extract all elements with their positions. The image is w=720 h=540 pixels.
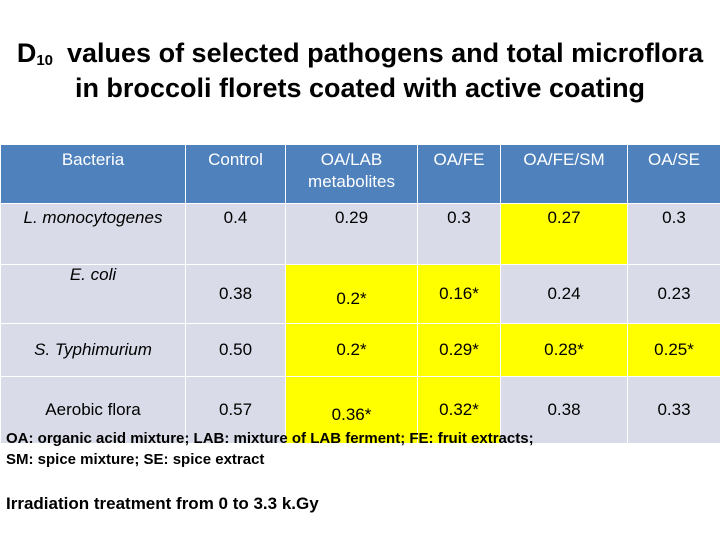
header-control: Control [185,144,286,204]
title-line-1-text: values of selected pathogens and total m… [67,38,704,68]
footnote-line-1: OA: organic acid mixture; LAB: mixture o… [6,430,534,447]
cell-control: 0.50 [185,323,286,377]
cell-bacteria: S. Typhimurium [0,323,186,377]
d10-values-table: Bacteria Control OA/LAB metabolites OA/F… [0,144,720,444]
cell-oa-fe: 0.3 [417,203,501,265]
title-line-2: in broccoli florets coated with active c… [74,73,646,103]
header-oa-fe: OA/FE [417,144,501,204]
slide-title: D10 values of selected pathogens and tota… [0,36,720,106]
cell-oa-fe-sm: 0.27 [500,203,628,265]
cell-oa-fe: 0.16* [417,264,501,324]
cell-bacteria: E. coli [0,264,186,324]
table-row: Aerobic flora 0.57 0.36* 0.32* 0.38 0.33 [0,376,720,444]
table-header-row: Bacteria Control OA/LAB metabolites OA/F… [0,144,720,204]
cell-control: 0.4 [185,203,286,265]
cell-oa-fe-sm: 0.28* [500,323,628,377]
title-line-1: D10 values of selected pathogens and tota… [0,36,720,71]
cell-oa-fe-sm: 0.38 [500,376,628,444]
table-row: S. Typhimurium 0.50 0.2* 0.29* 0.28* 0.2… [0,323,720,377]
table-row: E. coli 0.38 0.2* 0.16* 0.24 0.23 [0,264,720,324]
cell-oa-lab: 0.36* [285,376,418,444]
cell-bacteria: Aerobic flora [0,376,186,444]
footnote-line-2: SM: spice mixture; SE: spice extract [6,451,265,468]
cell-bacteria: L. monocytogenes [0,203,186,265]
header-oa-lab: OA/LAB metabolites [285,144,418,204]
cell-oa-lab: 0.2* [285,264,418,324]
d-letter: D [16,38,37,68]
cell-oa-se: 0.33 [627,376,720,444]
header-oa-se: OA/SE [627,144,720,204]
cell-oa-fe: 0.29* [417,323,501,377]
cell-oa-lab: 0.2* [285,323,418,377]
header-bacteria: Bacteria [0,144,186,204]
table-row: L. monocytogenes 0.4 0.29 0.3 0.27 0.3 [0,203,720,265]
d-subscript: 10 [36,52,54,69]
abbreviations-footnote: OA: organic acid mixture; LAB: mixture o… [6,428,706,470]
cell-oa-lab: 0.29 [285,203,418,265]
irradiation-note: Irradiation treatment from 0 to 3.3 k.Gy [6,494,319,513]
cell-oa-se: 0.23 [627,264,720,324]
cell-oa-se: 0.25* [627,323,720,377]
d10-symbol: D10 [17,38,53,68]
cell-oa-fe-sm: 0.24 [500,264,628,324]
cell-control: 0.38 [185,264,286,324]
header-oa-fe-sm: OA/FE/SM [500,144,628,204]
cell-oa-se: 0.3 [627,203,720,265]
